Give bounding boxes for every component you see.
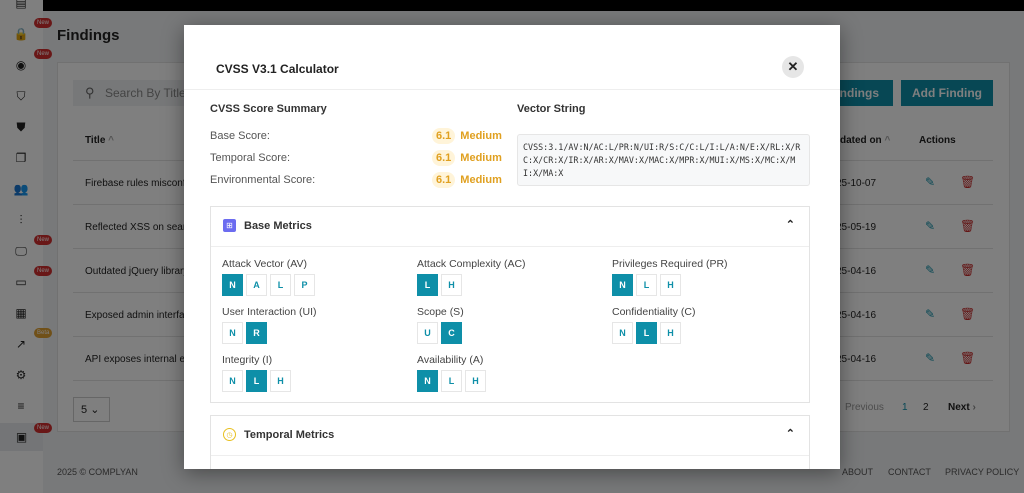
metric-option-l[interactable]: L [246,370,267,392]
close-button[interactable]: ✕ [782,56,804,78]
divider [184,89,840,90]
vector-title: Vector String [517,103,586,115]
score-value: 6.1 Medium [432,128,502,144]
metric-option-h[interactable]: H [660,274,681,296]
base-metrics-panel: ⊞ Base Metrics ⌃ Attack Vector (AV) N A L P A… [210,206,810,403]
metric-option-a[interactable]: A [246,274,267,296]
clock-icon: ◷ [223,428,236,441]
severity-label: Medium [460,152,502,164]
metric-option-l[interactable]: L [441,370,462,392]
metric-option-r[interactable]: R [246,322,267,344]
metric-label: Scope (S) [417,306,464,318]
score-value: 6.1 Medium [432,172,502,188]
score-number: 6.1 [432,128,456,144]
temporal-metrics-title: Temporal Metrics [244,429,335,441]
metric-option-n[interactable]: N [222,322,243,344]
temporal-metrics-panel: ◷ Temporal Metrics ⌃ [210,415,810,469]
score-label: Temporal Score: [210,152,291,164]
metric-label: Privileges Required (PR) [612,258,728,270]
temporal-metrics-header[interactable]: ◷ Temporal Metrics ⌃ [211,416,809,456]
metric-option-h[interactable]: H [465,370,486,392]
metric-label: Confidentiality (C) [612,306,696,318]
vector-string[interactable]: CVSS:3.1/AV:N/AC:L/PR:N/UI:R/S:C/C:L/I:L… [517,134,810,186]
metric-label: Attack Complexity (AC) [417,258,526,270]
metric-label: Availability (A) [417,354,484,366]
metric-option-n[interactable]: N [417,370,438,392]
metric-label: Attack Vector (AV) [222,258,307,270]
metric-label: Integrity (I) [222,354,273,366]
metric-option-l[interactable]: L [417,274,438,296]
metric-option-l[interactable]: L [636,274,657,296]
base-metrics-title: Base Metrics [244,220,312,232]
score-label: Environmental Score: [210,174,316,186]
metric-option-l[interactable]: L [270,274,291,296]
metric-option-h[interactable]: H [660,322,681,344]
metric-option-h[interactable]: H [441,274,462,296]
chevron-up-icon: ⌃ [785,219,795,231]
metric-option-h[interactable]: H [270,370,291,392]
score-value: 6.1 Medium [432,150,502,166]
severity-label: Medium [460,174,502,186]
metric-option-n[interactable]: N [222,274,243,296]
summary-title: CVSS Score Summary [210,103,327,115]
metric-option-u[interactable]: U [417,322,438,344]
close-icon: ✕ [787,59,799,74]
calculator-icon: ⊞ [223,219,236,232]
metric-label: User Interaction (UI) [222,306,317,318]
metric-option-n[interactable]: N [222,370,243,392]
chevron-up-icon: ⌃ [785,428,795,440]
metric-option-n[interactable]: N [612,274,633,296]
score-number: 6.1 [432,150,456,166]
metric-option-l[interactable]: L [636,322,657,344]
score-label: Base Score: [210,130,270,142]
base-metrics-header[interactable]: ⊞ Base Metrics ⌃ [211,207,809,247]
cvss-calculator-modal: CVSS V3.1 Calculator ✕ CVSS Score Summar… [184,25,840,469]
metric-option-n[interactable]: N [612,322,633,344]
metric-option-p[interactable]: P [294,274,315,296]
severity-label: Medium [460,130,502,142]
metric-option-c[interactable]: C [441,322,462,344]
score-number: 6.1 [432,172,456,188]
modal-title: CVSS V3.1 Calculator [216,62,339,76]
